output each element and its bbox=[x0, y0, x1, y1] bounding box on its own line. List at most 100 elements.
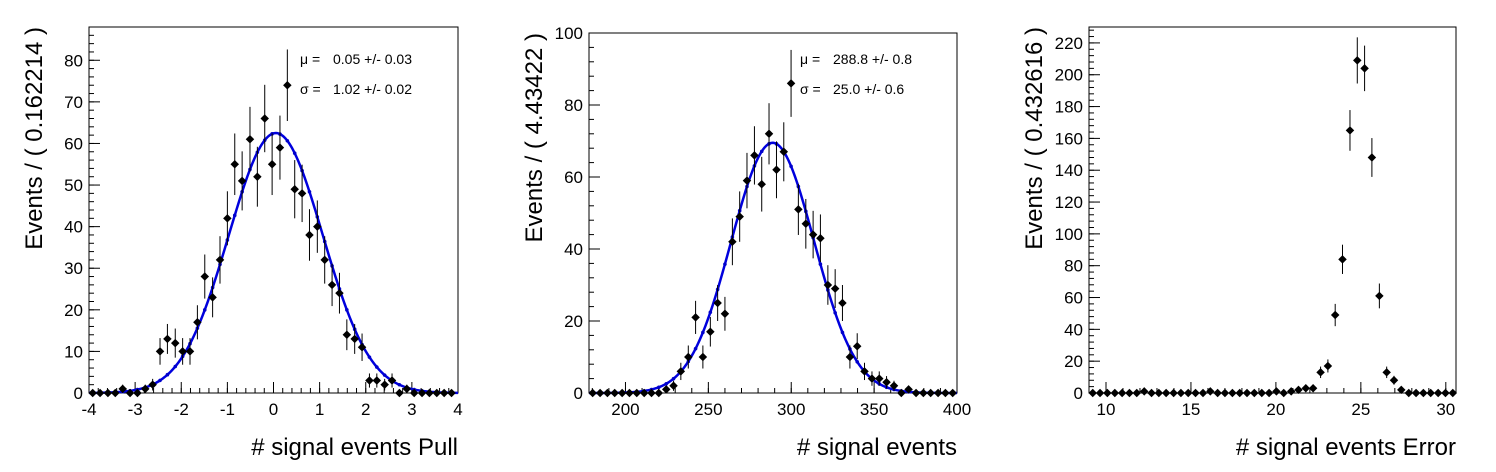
data-point bbox=[1110, 388, 1120, 398]
fit-point bbox=[656, 385, 661, 390]
data-point bbox=[860, 367, 869, 376]
fit-point bbox=[701, 330, 705, 335]
data-point bbox=[1103, 388, 1112, 398]
data-point bbox=[111, 388, 120, 398]
data-point bbox=[260, 114, 269, 123]
y-tick-label: 120 bbox=[1055, 193, 1083, 212]
x-axis-title: # signal events Error bbox=[1236, 434, 1456, 461]
gaussian-fit-curve bbox=[588, 141, 957, 395]
data-point bbox=[588, 388, 597, 398]
fit-point bbox=[292, 151, 297, 156]
x-tick-label: 2 bbox=[361, 400, 370, 419]
data-point bbox=[395, 388, 404, 398]
data-point bbox=[1228, 388, 1237, 398]
data-point bbox=[1242, 388, 1252, 398]
y-tick-label: 60 bbox=[1064, 289, 1083, 308]
x-tick-label: 350 bbox=[860, 400, 888, 419]
data-point bbox=[830, 284, 840, 293]
fit-point bbox=[664, 381, 669, 386]
data-point bbox=[1095, 388, 1105, 398]
y-tick-label: 160 bbox=[1055, 129, 1083, 148]
x-axis-title: # signal events Pull bbox=[251, 434, 458, 461]
data-point bbox=[1308, 383, 1318, 393]
fit-point bbox=[173, 364, 178, 369]
data-point bbox=[1441, 388, 1450, 398]
data-point bbox=[230, 160, 239, 169]
y-tick-label: 0 bbox=[74, 384, 83, 403]
data-point bbox=[141, 384, 150, 394]
y-tick-label: 0 bbox=[1074, 384, 1083, 403]
data-point bbox=[882, 377, 891, 387]
data-point bbox=[1279, 388, 1288, 398]
data-point bbox=[941, 388, 950, 398]
gaussian-fit-curve bbox=[88, 131, 459, 395]
data-point bbox=[208, 293, 217, 302]
data-point bbox=[1433, 388, 1443, 398]
data-point bbox=[617, 388, 627, 398]
y-tick-label: 80 bbox=[1064, 257, 1083, 276]
data-point bbox=[867, 374, 877, 383]
fit-point bbox=[307, 189, 312, 194]
data-point bbox=[1375, 291, 1384, 301]
fit-point bbox=[840, 330, 845, 335]
data-point bbox=[772, 165, 781, 175]
data-point bbox=[320, 255, 329, 265]
stat-value: 25.0 +/- 0.6 bbox=[833, 81, 904, 97]
y-tick-label: 20 bbox=[64, 301, 83, 320]
fit-point bbox=[232, 213, 237, 218]
data-point bbox=[148, 380, 157, 389]
data-point bbox=[283, 80, 292, 90]
y-tick-label: 40 bbox=[64, 218, 83, 237]
stat-value: 288.8 +/- 0.8 bbox=[833, 51, 912, 67]
plot-frame bbox=[1088, 26, 1457, 394]
x-tick-label: 3 bbox=[407, 400, 416, 419]
fit-point bbox=[345, 308, 349, 312]
x-tick-label: 250 bbox=[694, 400, 722, 419]
data-point bbox=[706, 327, 715, 337]
data-point bbox=[1404, 388, 1414, 398]
data-point bbox=[103, 388, 113, 398]
data-point bbox=[327, 280, 337, 290]
y-tick-label: 180 bbox=[1055, 98, 1083, 117]
data-point bbox=[417, 388, 427, 398]
data-point bbox=[1353, 56, 1362, 65]
data-point bbox=[185, 347, 195, 356]
x-tick-label: 1 bbox=[315, 400, 324, 419]
data-point bbox=[245, 135, 255, 144]
data-point bbox=[253, 172, 262, 181]
data-point bbox=[365, 376, 374, 385]
data-point bbox=[387, 376, 397, 385]
data-point bbox=[647, 388, 656, 398]
fit-point bbox=[375, 365, 379, 369]
y-tick-label: 70 bbox=[64, 93, 83, 112]
x-tick-label: -1 bbox=[220, 400, 235, 419]
data-point bbox=[603, 388, 612, 398]
y-tick-label: 100 bbox=[555, 24, 583, 43]
data-point bbox=[926, 388, 935, 398]
data-point bbox=[764, 129, 774, 139]
y-axis-title: Events / ( 4.43422 ) bbox=[521, 33, 548, 242]
data-point bbox=[163, 334, 172, 344]
x-tick-label: 10 bbox=[1097, 400, 1116, 419]
data-point bbox=[639, 388, 649, 398]
data-point bbox=[267, 160, 277, 169]
data-point bbox=[1088, 388, 1097, 398]
data-point bbox=[1330, 310, 1340, 320]
fit-point bbox=[818, 262, 823, 266]
data-point bbox=[1389, 376, 1399, 385]
data-point bbox=[1198, 388, 1208, 398]
data-point bbox=[713, 298, 722, 308]
data-point bbox=[447, 388, 456, 398]
data-point bbox=[889, 381, 899, 391]
x-axis-title: # signal events bbox=[797, 434, 957, 461]
data-point bbox=[133, 388, 142, 398]
data-point bbox=[439, 388, 449, 398]
x-tick-label: -4 bbox=[81, 400, 96, 419]
data-point bbox=[200, 272, 210, 281]
data-point bbox=[1257, 388, 1267, 398]
fit-point bbox=[397, 382, 402, 387]
data-point bbox=[684, 352, 693, 362]
data-point bbox=[342, 330, 352, 340]
